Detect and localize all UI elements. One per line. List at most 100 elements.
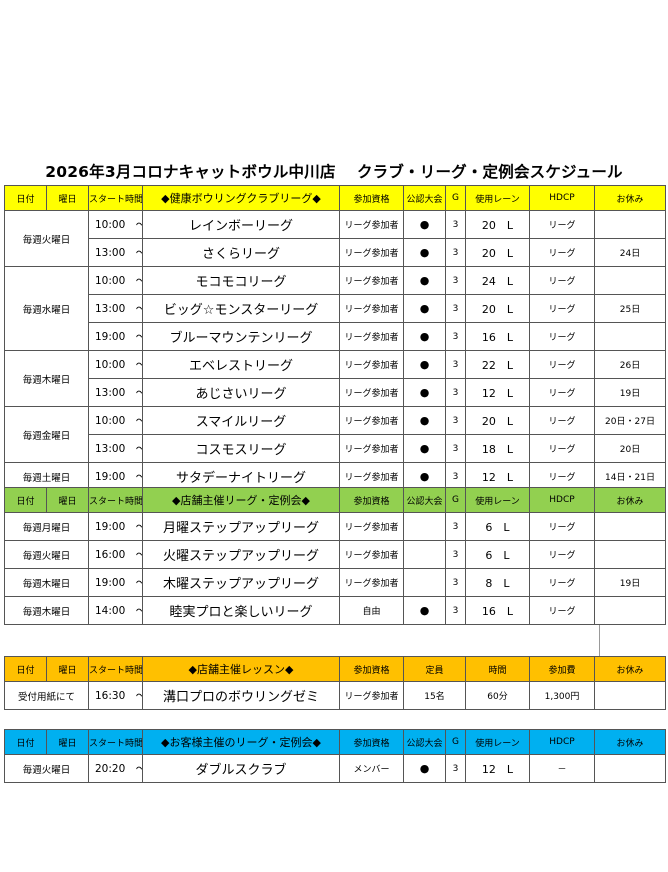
official-mark bbox=[403, 540, 446, 569]
table-row: 毎週火曜日 16:00 ～ 火曜ステップアップリーグ リーグ参加者 3 6 L … bbox=[4, 540, 666, 569]
league-name: あじさいリーグ bbox=[142, 378, 340, 407]
official-mark: ● bbox=[403, 210, 446, 239]
customer-league-table: 日付 曜日 スタート時間 ◆お客様主催のリーグ・定例会◆ 参加資格 公認大会 G… bbox=[4, 729, 666, 783]
games-cell: 3 bbox=[445, 210, 466, 239]
official-mark: ● bbox=[403, 596, 446, 625]
col-date: 日付 bbox=[4, 656, 47, 682]
col-official: 公認大会 bbox=[403, 729, 446, 755]
lanes-cell: 16 L bbox=[465, 322, 530, 351]
off-days-cell bbox=[594, 512, 666, 541]
games-cell: 3 bbox=[445, 322, 466, 351]
lanes-cell: 12 L bbox=[465, 754, 530, 783]
time-cell: 19:00 ～ bbox=[88, 512, 143, 541]
hdcp-cell: リーグ bbox=[529, 210, 595, 239]
col-hdcp: HDCP bbox=[529, 729, 595, 755]
off-days-cell bbox=[594, 596, 666, 625]
off-days-cell bbox=[594, 540, 666, 569]
col-off-days: お休み bbox=[594, 729, 666, 755]
table-row: 毎週土曜日 19:00 ～ サタデーナイトリーグ リーグ参加者 ● 3 12 L… bbox=[4, 462, 666, 491]
time-cell: 19:00 ～ bbox=[88, 322, 143, 351]
col-qualification: 参加資格 bbox=[339, 656, 404, 682]
qualification-cell: リーグ参加者 bbox=[339, 512, 404, 541]
qualification-cell: リーグ参加者 bbox=[339, 210, 404, 239]
hdcp-cell: リーグ bbox=[529, 378, 595, 407]
page-title: 2026年3月コロナキャットボウル中川店 クラブ・リーグ・定例会スケジュール bbox=[45, 163, 623, 181]
col-duration: 時間 bbox=[465, 656, 530, 682]
lanes-cell: 20 L bbox=[465, 238, 530, 267]
time-cell: 20:20 ～ bbox=[88, 754, 143, 783]
league-name: エベレストリーグ bbox=[142, 350, 340, 379]
hdcp-cell: リーグ bbox=[529, 294, 595, 323]
lanes-cell: 20 L bbox=[465, 210, 530, 239]
hdcp-cell: リーグ bbox=[529, 238, 595, 267]
games-cell: 3 bbox=[445, 350, 466, 379]
col-capacity: 定員 bbox=[403, 656, 466, 682]
games-cell: 3 bbox=[445, 568, 466, 597]
col-start-time: スタート時間 bbox=[88, 487, 143, 513]
league-name: 木曜ステップアップリーグ bbox=[142, 568, 340, 597]
section-title: ◆健康ボウリングクラブリーグ◆ bbox=[142, 185, 340, 211]
off-days-cell bbox=[594, 210, 666, 239]
league-name: 睦実プロと楽しいリーグ bbox=[142, 596, 340, 625]
day-cell: 毎週火曜日 bbox=[4, 210, 89, 267]
time-cell: 10:00 ～ bbox=[88, 266, 143, 295]
col-qualification: 参加資格 bbox=[339, 185, 404, 211]
lanes-cell: 16 L bbox=[465, 596, 530, 625]
col-weekday: 曜日 bbox=[46, 487, 89, 513]
lanes-cell: 20 L bbox=[465, 294, 530, 323]
col-lanes: 使用レーン bbox=[465, 729, 530, 755]
col-weekday: 曜日 bbox=[46, 656, 89, 682]
qualification-cell: メンバー bbox=[339, 754, 404, 783]
off-days-cell: 19日 bbox=[594, 378, 666, 407]
table-row: 13:00 ～ コスモスリーグ リーグ参加者 ● 3 18 L リーグ 20日 bbox=[5, 434, 666, 463]
games-cell: 3 bbox=[445, 434, 466, 463]
league-name: 月曜ステップアップリーグ bbox=[142, 512, 340, 541]
table-row: 13:00 ～ さくらリーグ リーグ参加者 ● 3 20 L リーグ 24日 bbox=[5, 238, 666, 267]
qualification-cell: リーグ参加者 bbox=[339, 540, 404, 569]
qualification-cell: リーグ参加者 bbox=[339, 294, 404, 323]
gridline-divider bbox=[599, 625, 600, 657]
games-cell: 3 bbox=[445, 294, 466, 323]
col-date: 日付 bbox=[4, 729, 47, 755]
qualification-cell: リーグ参加者 bbox=[339, 681, 404, 710]
col-hdcp: HDCP bbox=[529, 487, 595, 513]
games-cell: 3 bbox=[445, 378, 466, 407]
col-official: 公認大会 bbox=[403, 185, 446, 211]
day-cell: 毎週金曜日 bbox=[4, 406, 89, 463]
games-cell: 3 bbox=[445, 406, 466, 435]
section-title: ◆店舗主催レッスン◆ bbox=[142, 656, 340, 682]
table-row: 毎週木曜日 19:00 ～ 木曜ステップアップリーグ リーグ参加者 3 8 L … bbox=[4, 568, 666, 597]
qualification-cell: 自由 bbox=[339, 596, 404, 625]
hdcp-cell: リーグ bbox=[529, 350, 595, 379]
league-name: モコモコリーグ bbox=[142, 266, 340, 295]
games-cell: 3 bbox=[445, 596, 466, 625]
table-row: 19:00 ～ ブルーマウンテンリーグ リーグ参加者 ● 3 16 L リーグ bbox=[5, 322, 666, 351]
day-cell: 毎週水曜日 bbox=[4, 266, 89, 351]
official-mark bbox=[403, 512, 446, 541]
official-mark: ● bbox=[403, 322, 446, 351]
fee-cell: 1,300円 bbox=[529, 681, 595, 710]
official-mark: ● bbox=[403, 294, 446, 323]
hdcp-cell: リーグ bbox=[529, 512, 595, 541]
lanes-cell: 24 L bbox=[465, 266, 530, 295]
table-row: 13:00 ～ ビッグ☆モンスターリーグ リーグ参加者 ● 3 20 L リーグ… bbox=[5, 294, 666, 323]
table-row: 毎週木曜日 14:00 ～ 睦実プロと楽しいリーグ 自由 ● 3 16 L リー… bbox=[4, 596, 666, 625]
lesson-name: 溝口プロのボウリングゼミ bbox=[142, 681, 340, 710]
lanes-cell: 18 L bbox=[465, 434, 530, 463]
qualification-cell: リーグ参加者 bbox=[339, 568, 404, 597]
col-start-time: スタート時間 bbox=[88, 729, 143, 755]
qualification-cell: リーグ参加者 bbox=[339, 378, 404, 407]
league-name: 火曜ステップアップリーグ bbox=[142, 540, 340, 569]
time-cell: 10:00 ～ bbox=[88, 406, 143, 435]
table-header-row: 日付 曜日 スタート時間 ◆店舗主催リーグ・定例会◆ 参加資格 公認大会 G 使… bbox=[4, 487, 666, 513]
hdcp-cell: リーグ bbox=[529, 568, 595, 597]
qualification-cell: リーグ参加者 bbox=[339, 434, 404, 463]
time-cell: 19:00 ～ bbox=[88, 568, 143, 597]
official-mark: ● bbox=[403, 754, 446, 783]
official-mark: ● bbox=[403, 378, 446, 407]
col-date: 日付 bbox=[4, 185, 47, 211]
lanes-cell: 8 L bbox=[465, 568, 530, 597]
lanes-cell: 20 L bbox=[465, 406, 530, 435]
hdcp-cell: リーグ bbox=[529, 322, 595, 351]
table-row: 13:00 ～ あじさいリーグ リーグ参加者 ● 3 12 L リーグ 19日 bbox=[5, 378, 666, 407]
